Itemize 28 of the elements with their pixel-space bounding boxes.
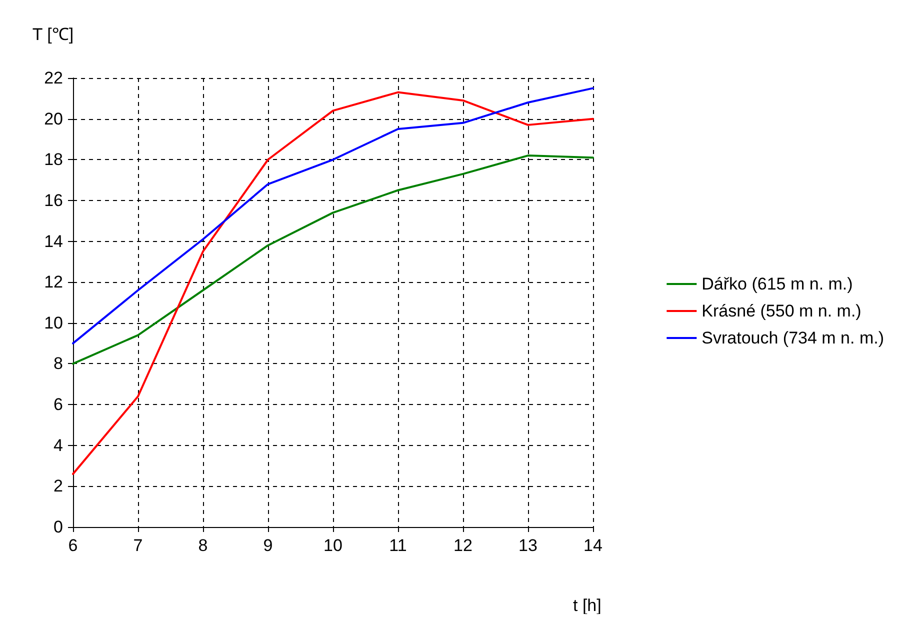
x-tick-label: 7: [133, 536, 143, 555]
y-tick-label: 20: [44, 109, 63, 128]
y-axis-title: T [℃]: [32, 25, 74, 44]
y-tick-label: 22: [44, 68, 63, 88]
x-tick-label: 6: [68, 536, 78, 555]
y-tick-label: 14: [44, 232, 63, 251]
legend-label: Svratouch (734 m n. m.): [702, 328, 884, 348]
x-tick-label: 13: [518, 536, 538, 555]
x-tick-label: 8: [198, 536, 208, 555]
line-series: [72, 91, 594, 475]
legend-label: Krásné (550 m n. m.): [702, 302, 862, 320]
x-tick-label: 12: [454, 536, 472, 555]
y-tick-label: 10: [44, 313, 63, 332]
y-tick-label: 2: [54, 476, 63, 496]
y-tick-label: 12: [44, 272, 63, 292]
y-tick-label: 4: [54, 436, 63, 455]
y-tick-label: 8: [54, 354, 63, 374]
x-tick-label: 9: [263, 536, 273, 555]
y-tick-label: 18: [44, 150, 63, 170]
x-tick-label: 10: [324, 536, 342, 555]
y-tick-label: 16: [44, 190, 63, 210]
line-series: [72, 87, 594, 344]
line-series: [72, 154, 594, 365]
y-tick-label: 6: [54, 395, 63, 414]
y-tick-label: 0: [54, 518, 63, 536]
x-tick-label: 11: [389, 536, 407, 555]
x-tick-label: 14: [584, 536, 602, 555]
legend-label: Dářko (615 m n. m.): [702, 274, 853, 294]
